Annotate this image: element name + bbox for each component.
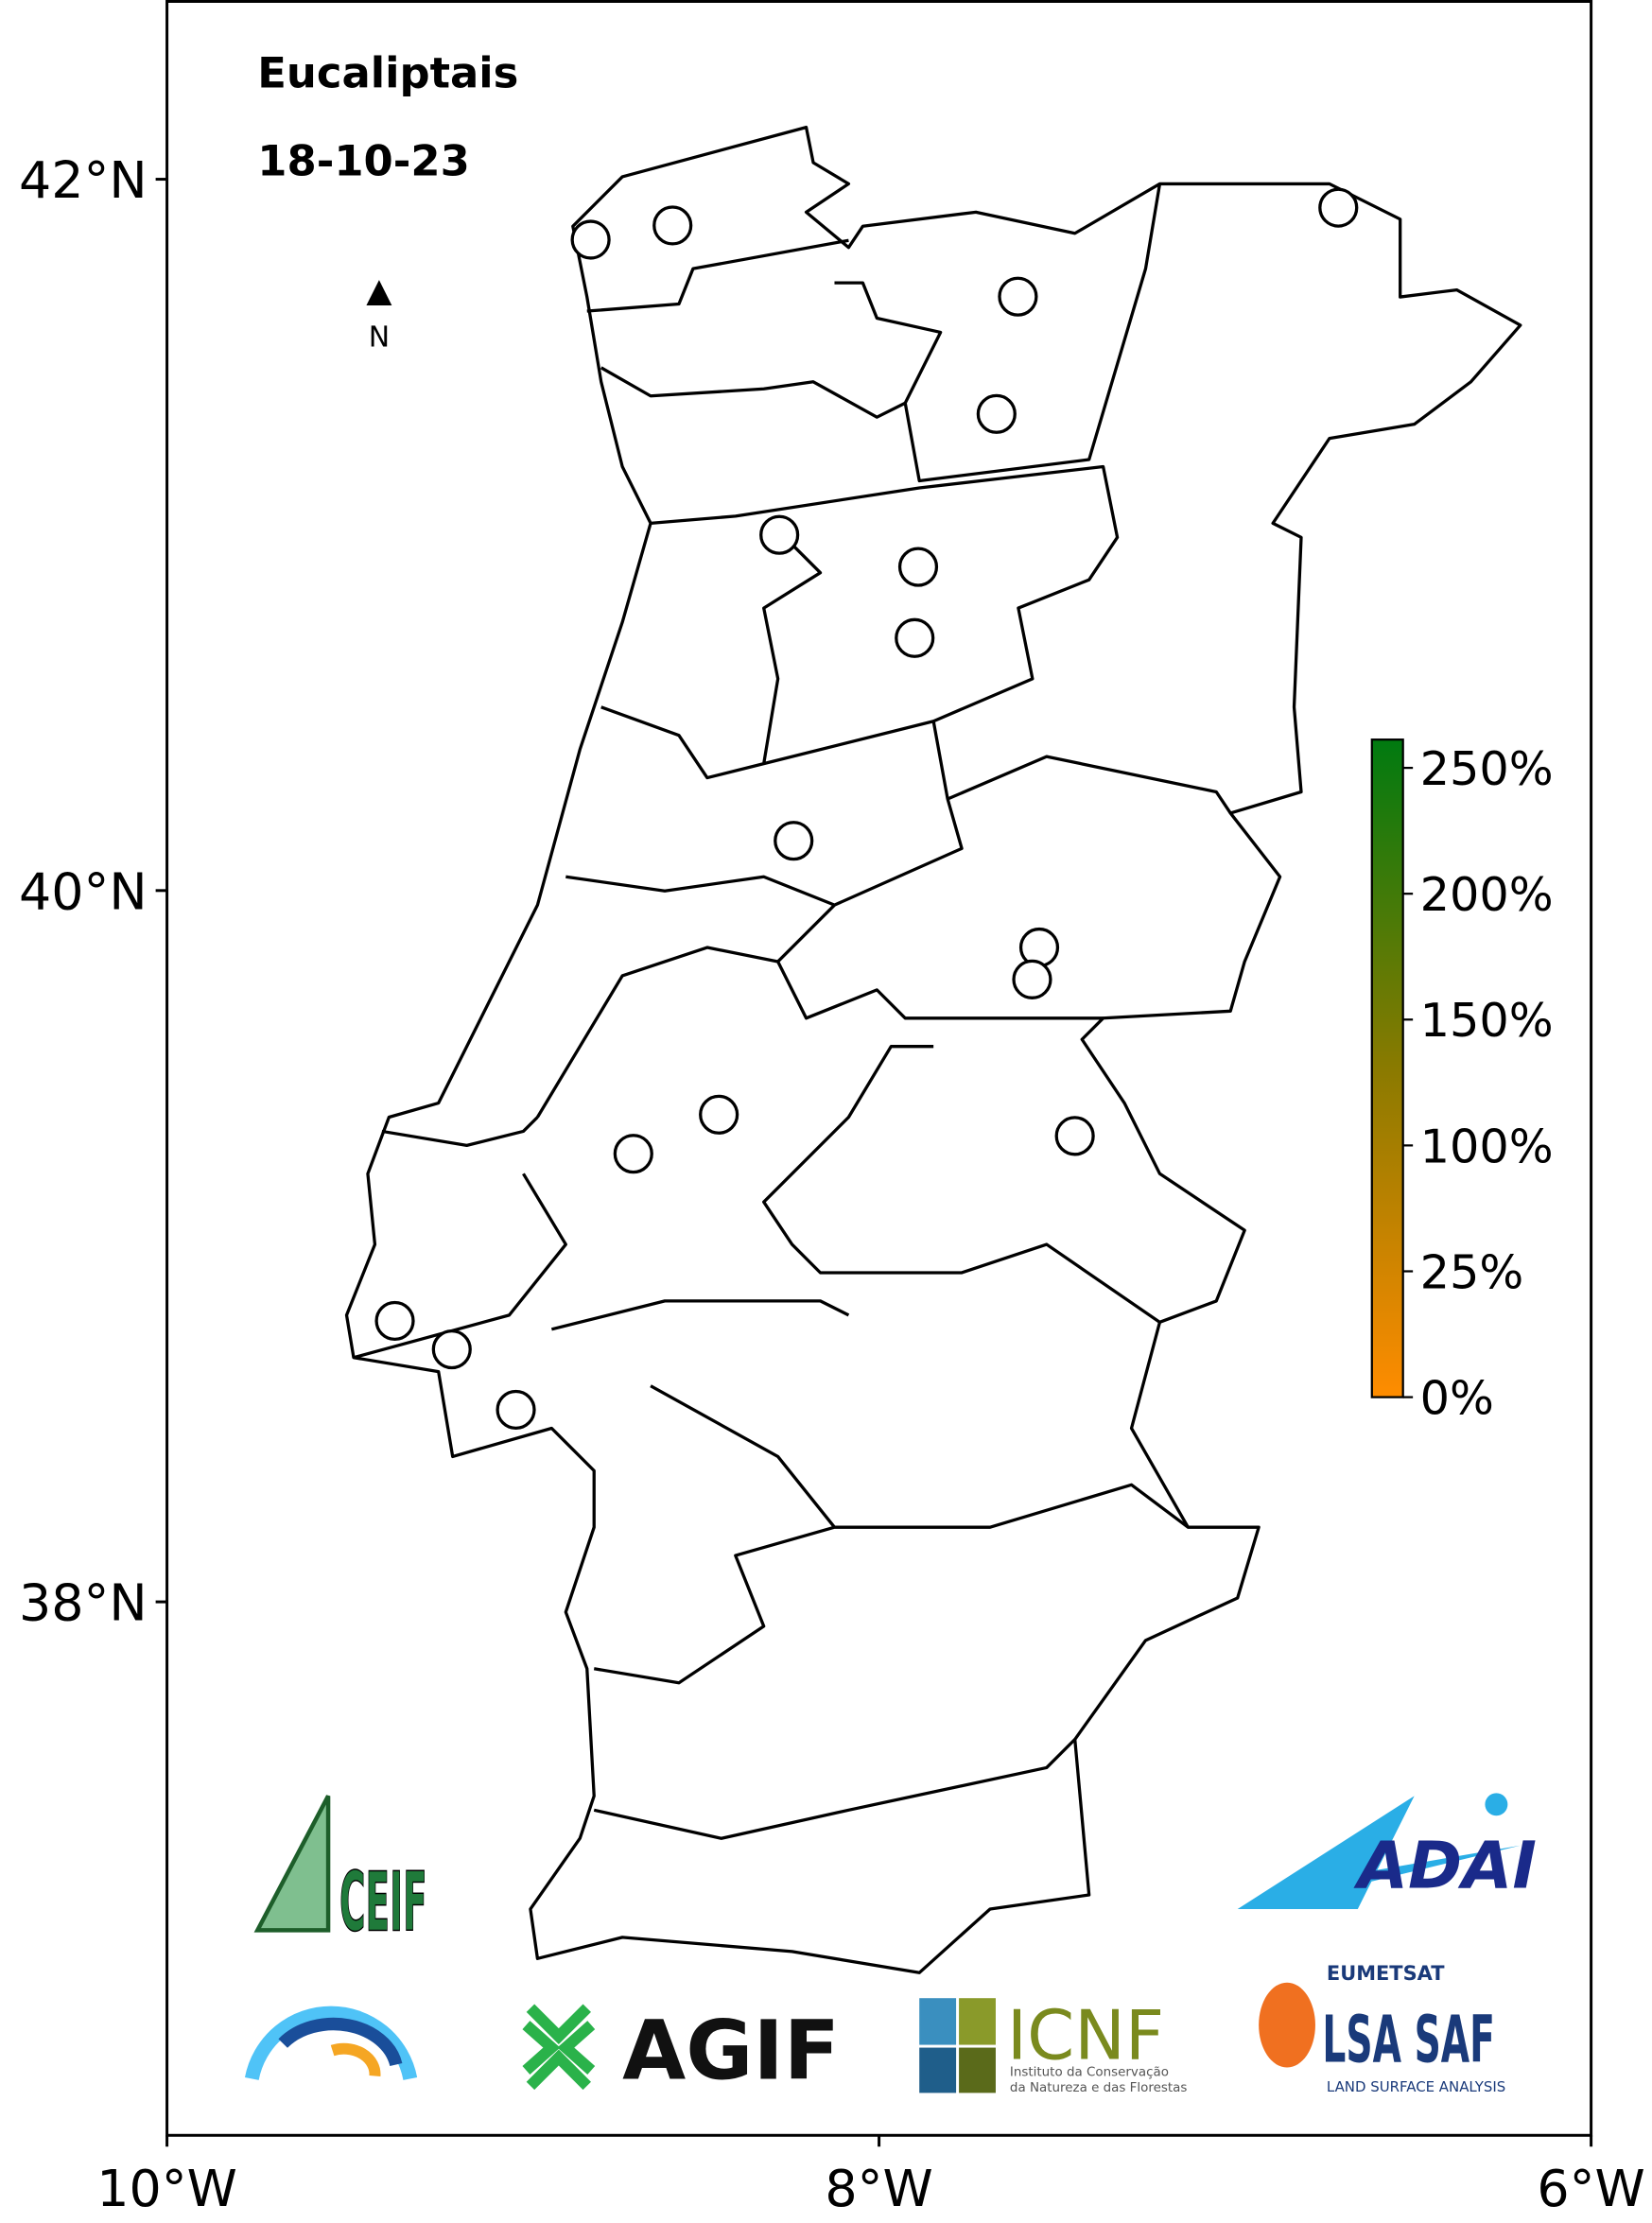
- point-marker: [759, 514, 800, 555]
- colorbar: [1370, 738, 1404, 1398]
- x-tick-label: 10°W: [96, 2159, 237, 2218]
- icnf-logo: ICNF: [1007, 1996, 1164, 2075]
- agif-logo: AGIF: [622, 2003, 840, 2098]
- point-marker: [998, 276, 1038, 317]
- border: [344, 125, 1522, 1974]
- point-marker: [431, 1329, 472, 1370]
- y-tick-label: 38°N: [19, 1573, 148, 1633]
- colorbar-label: 150%: [1420, 993, 1554, 1048]
- x-tick-label: 6°W: [1537, 2159, 1644, 2218]
- icnf-block: [959, 1998, 996, 2045]
- icnf-block: [919, 2047, 957, 2093]
- point-marker: [613, 1134, 653, 1174]
- point-marker: [895, 617, 935, 658]
- logos: CEIF ADAI AGIF ICNF Instituto da Conserv…: [244, 1793, 1537, 2098]
- rainbow-mid: [278, 2017, 403, 2067]
- ceif-logo: CEIF: [339, 1854, 427, 1950]
- colorbar-label: 25%: [1420, 1244, 1524, 1299]
- colorbar-label: 250%: [1420, 741, 1554, 796]
- colorbar-label: 100%: [1420, 1119, 1554, 1173]
- country-outline: [344, 125, 1522, 1974]
- point-marker: [496, 1389, 536, 1431]
- icnf-block: [919, 1998, 957, 2045]
- point-marker: [1012, 959, 1052, 999]
- y-tick-label: 40°N: [19, 861, 148, 921]
- eumetsat-label: EUMETSAT: [1327, 1962, 1445, 1985]
- colorbar-label: 200%: [1420, 867, 1554, 922]
- point-marker: [1018, 927, 1060, 968]
- adai-shape: [1237, 1796, 1521, 1909]
- map-title: Eucaliptais: [257, 48, 518, 98]
- agif-mark: [522, 2004, 596, 2091]
- lsasaf-subtitle: LAND SURFACE ANALYSIS: [1327, 2078, 1505, 2095]
- point-marker: [1054, 1116, 1095, 1156]
- rainbow-inner: [330, 2042, 381, 2076]
- icnf-block: [959, 2047, 996, 2093]
- map-date: 18-10-23: [257, 135, 470, 185]
- x-tick-label: 8°W: [825, 2159, 932, 2218]
- point-marker: [976, 393, 1017, 434]
- district-borders: [353, 183, 1232, 1840]
- point-marker: [897, 547, 939, 587]
- icnf-subtitle: da Natureza e das Florestas: [1010, 2081, 1187, 2095]
- icnf-subtitle: Instituto da Conservação: [1010, 2065, 1169, 2079]
- adai-dot: [1485, 1793, 1508, 1816]
- lsasaf-logo: LSA SAF: [1322, 2003, 1494, 2078]
- ceif-shape: [253, 1795, 331, 1933]
- rainbow-outer: [244, 2006, 418, 2080]
- north-arrow: [366, 280, 392, 306]
- point-marker: [570, 219, 611, 260]
- adai-logo: ADAI: [1353, 1829, 1537, 1904]
- north-label: N: [369, 321, 390, 354]
- colorbar-label: 0%: [1420, 1371, 1494, 1426]
- y-tick-label: 42°N: [19, 150, 148, 210]
- point-marker: [652, 205, 693, 246]
- point-marker: [699, 1094, 739, 1135]
- point-marker: [1318, 187, 1359, 228]
- point-marker: [374, 1300, 415, 1342]
- lsasaf-mark: [1259, 1982, 1315, 2068]
- point-marker: [774, 821, 814, 861]
